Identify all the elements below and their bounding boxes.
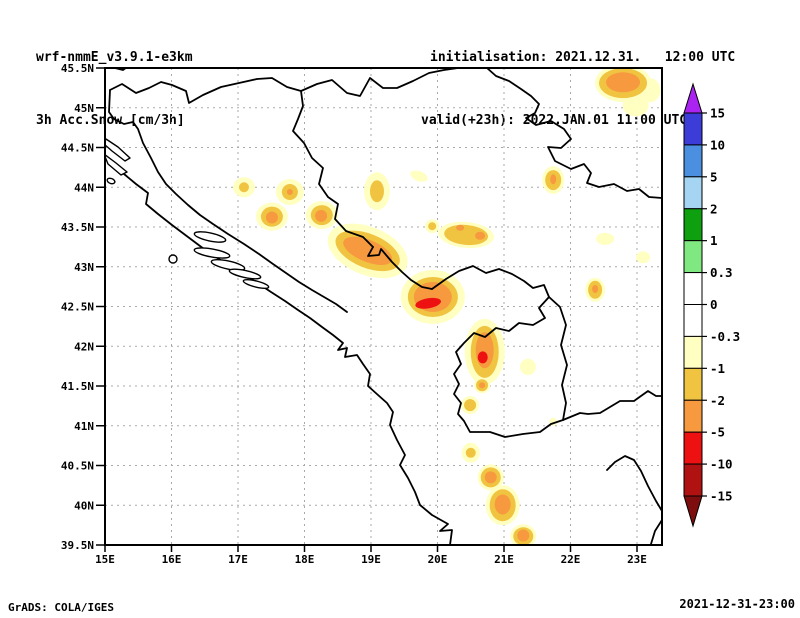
colorbar-segment (684, 464, 702, 496)
colorbar-label: 2 (710, 201, 718, 216)
x-tick-label: 15E (95, 553, 115, 566)
snow-cell-orange (517, 529, 529, 541)
x-axis: 15E 16E 17E 18E 19E 20E 21E 22E 23E (95, 545, 647, 566)
colorbar-segment (684, 177, 702, 209)
snow-cell-gold (464, 399, 476, 411)
island (194, 230, 227, 244)
snow-cell-pale (596, 233, 614, 245)
snow-cell-orange (485, 471, 497, 483)
island (169, 255, 177, 263)
snow-cell-orange (550, 174, 556, 184)
x-tick-label: 20E (428, 553, 448, 566)
x-tick-label: 17E (228, 553, 248, 566)
colorbar-label: -1 (710, 361, 725, 376)
x-tick-label: 23E (627, 553, 647, 566)
border-bosnia-west (109, 90, 347, 312)
colorbar-legend: 15 10 5 2 1 0.3 0 -0.3 -1 -2 -5 -10 -15 (684, 84, 740, 526)
colorbar-label: 5 (710, 169, 718, 184)
y-tick-label: 45N (74, 102, 94, 115)
snow-cell-orange (266, 211, 278, 223)
y-axis: 45.5N 45N 44.5N 44N 43.5N 43N 42.5N 42N 41.5N 41N… (61, 62, 105, 552)
snow-cell-orange (606, 72, 640, 92)
y-tick-label: 41N (74, 420, 94, 433)
colorbar-segment (684, 336, 702, 368)
y-tick-label: 44.5N (61, 142, 94, 155)
y-tick-label: 40.5N (61, 460, 94, 473)
y-tick-label: 42.5N (61, 301, 94, 314)
colorbar-segment (684, 432, 702, 464)
map-borders-layer (103, 62, 662, 545)
snow-cell-orange (495, 494, 511, 514)
colorbar-segment (684, 273, 702, 305)
colorbar-segment (684, 209, 702, 241)
colorbar-segment (684, 305, 702, 337)
snow-cell-orange (475, 232, 485, 240)
x-tick-label: 19E (361, 553, 381, 566)
y-tick-label: 44N (74, 181, 94, 194)
grid-layer (105, 68, 662, 545)
snow-cell-orange (456, 225, 464, 231)
map-plot: 45.5N 45N 44.5N 44N 43.5N 43N 42.5N 42N 41.5N 41N… (0, 0, 800, 618)
snow-cell-gold (239, 182, 249, 192)
colorbar-label: -0.3 (710, 329, 740, 344)
footer-credit: GrADS: COLA/IGES (8, 601, 114, 614)
y-tick-label: 43N (74, 261, 94, 274)
colorbar-label: -15 (710, 489, 733, 504)
colorbar-label: -5 (710, 425, 725, 440)
dalmatian-islands (104, 139, 269, 290)
island (243, 278, 270, 290)
colorbar-arrow-up (684, 84, 702, 113)
colorbar-segment (684, 241, 702, 273)
border-serbia-bulgaria (549, 297, 567, 420)
snow-cell-pale (409, 168, 429, 184)
x-tick-label: 21E (494, 553, 514, 566)
x-tick-label: 16E (162, 553, 182, 566)
y-tick-label: 39.5N (61, 539, 94, 552)
snow-cell-orange (479, 382, 485, 388)
colorbar-label: -2 (710, 393, 725, 408)
snow-cell-gold (370, 180, 384, 202)
colorbar-label: 0.3 (710, 265, 733, 280)
colorbar-label: 10 (710, 137, 725, 152)
x-tick-label: 22E (561, 553, 581, 566)
snow-cell-gold (466, 448, 476, 458)
snow-cell-red (478, 351, 488, 363)
colorbar-segment (684, 145, 702, 177)
colorbar-label: 15 (710, 106, 725, 121)
island (194, 246, 231, 260)
snow-cell-gold (428, 222, 436, 230)
x-tick-label: 18E (295, 553, 315, 566)
footer-timestamp: 2021-12-31-23:00 (679, 597, 795, 611)
colorbar-arrow-down (684, 496, 702, 526)
snow-cell-orange (315, 210, 327, 222)
colorbar-segment (684, 113, 702, 145)
snow-cell-pale (636, 251, 650, 263)
island (106, 177, 115, 184)
colorbar-segment (684, 400, 702, 432)
snow-cell-orange (592, 285, 598, 293)
y-tick-label: 41.5N (61, 380, 94, 393)
colorbar-label: 0 (710, 297, 718, 312)
border-croatia-north (110, 68, 458, 103)
coastline-aegean (607, 456, 662, 544)
colorbar-label: -10 (710, 457, 733, 472)
snow-cell-orange (287, 189, 293, 195)
snow-cell-pale (520, 359, 536, 375)
y-tick-label: 43.5N (61, 221, 94, 234)
y-tick-label: 42N (74, 340, 94, 353)
map-frame (105, 68, 662, 545)
y-tick-label: 40N (74, 499, 94, 512)
y-tick-label: 45.5N (61, 62, 94, 75)
colorbar-label: 1 (710, 233, 718, 248)
colorbar-segment (684, 368, 702, 400)
